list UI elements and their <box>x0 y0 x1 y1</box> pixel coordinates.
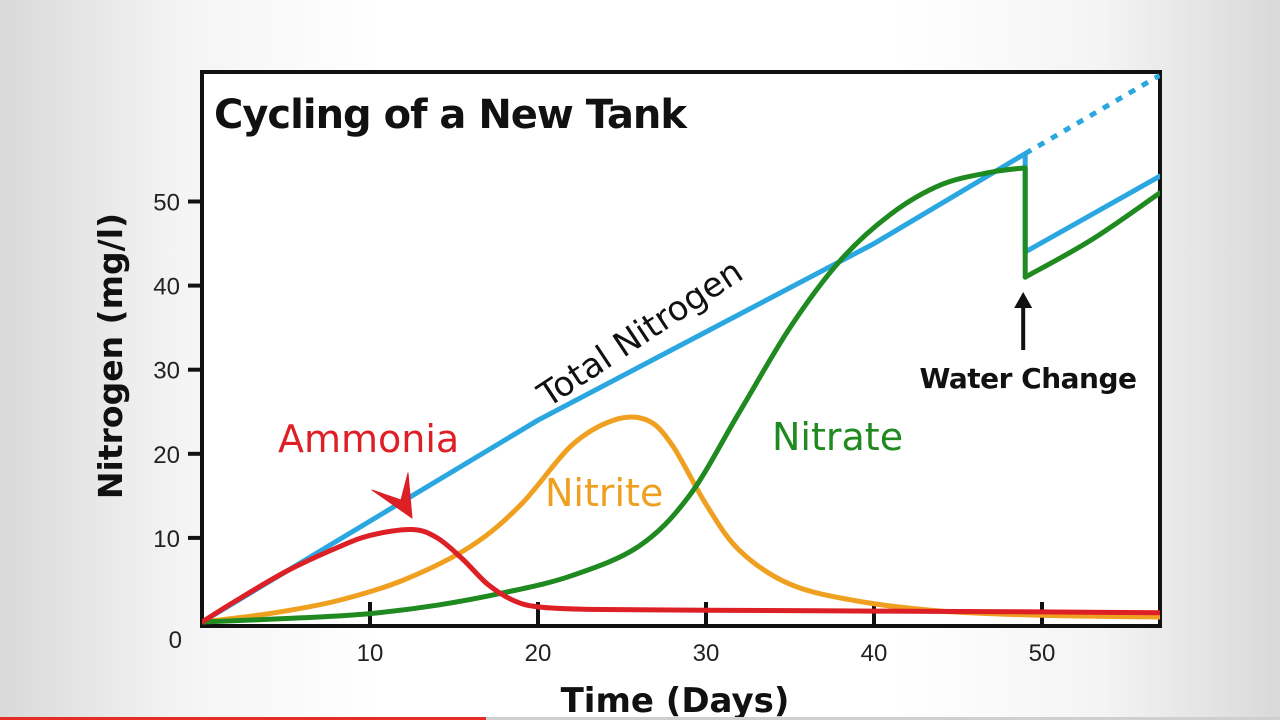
ammonia-arrow-icon <box>371 472 413 519</box>
x-tick-label: 10 <box>357 640 384 667</box>
ammonia-line <box>202 526 1160 625</box>
axes-layer: 10 20 30 40 50 0 10 20 30 40 50 Time (Days) Nitrogen… <box>91 70 1162 720</box>
x-tick-label: 30 <box>693 640 720 667</box>
y-tick-label: 40 <box>153 274 180 301</box>
nitrate-label: Nitrate <box>772 415 903 459</box>
y-tick-label: 50 <box>153 190 180 217</box>
series-layer <box>202 73 1160 625</box>
origin-label: 0 <box>169 627 182 654</box>
nitrite-label: Nitrite <box>545 471 663 515</box>
x-axis-label: Time (Days) <box>561 681 790 720</box>
water-change-arrow-icon <box>1014 292 1033 308</box>
total-nitrogen-after-water-change-line <box>1022 173 1160 255</box>
video-progress-fill <box>0 717 487 720</box>
x-tick-label: 40 <box>861 640 888 667</box>
y-axis-label: Nitrogen (mg/l) <box>91 213 130 499</box>
y-tick-label: 30 <box>153 358 180 385</box>
water-change-label: Water Change <box>919 362 1136 395</box>
nitrate-line <box>202 165 1028 625</box>
x-tick-label: 50 <box>1029 640 1056 667</box>
nitrate-after-water-change-line <box>1022 190 1160 280</box>
y-tick-label: 10 <box>153 526 180 553</box>
y-tick-label: 20 <box>153 442 180 469</box>
total-nitrogen-projection-dashed-line <box>1023 73 1160 156</box>
total-nitrogen-line <box>202 151 1028 625</box>
video-progress-bar[interactable] <box>0 717 1280 720</box>
chart-title: Cycling of a New Tank <box>214 92 688 138</box>
x-tick-label: 20 <box>525 640 552 667</box>
plot-frame <box>200 70 1162 628</box>
ammonia-label: Ammonia <box>278 417 459 461</box>
